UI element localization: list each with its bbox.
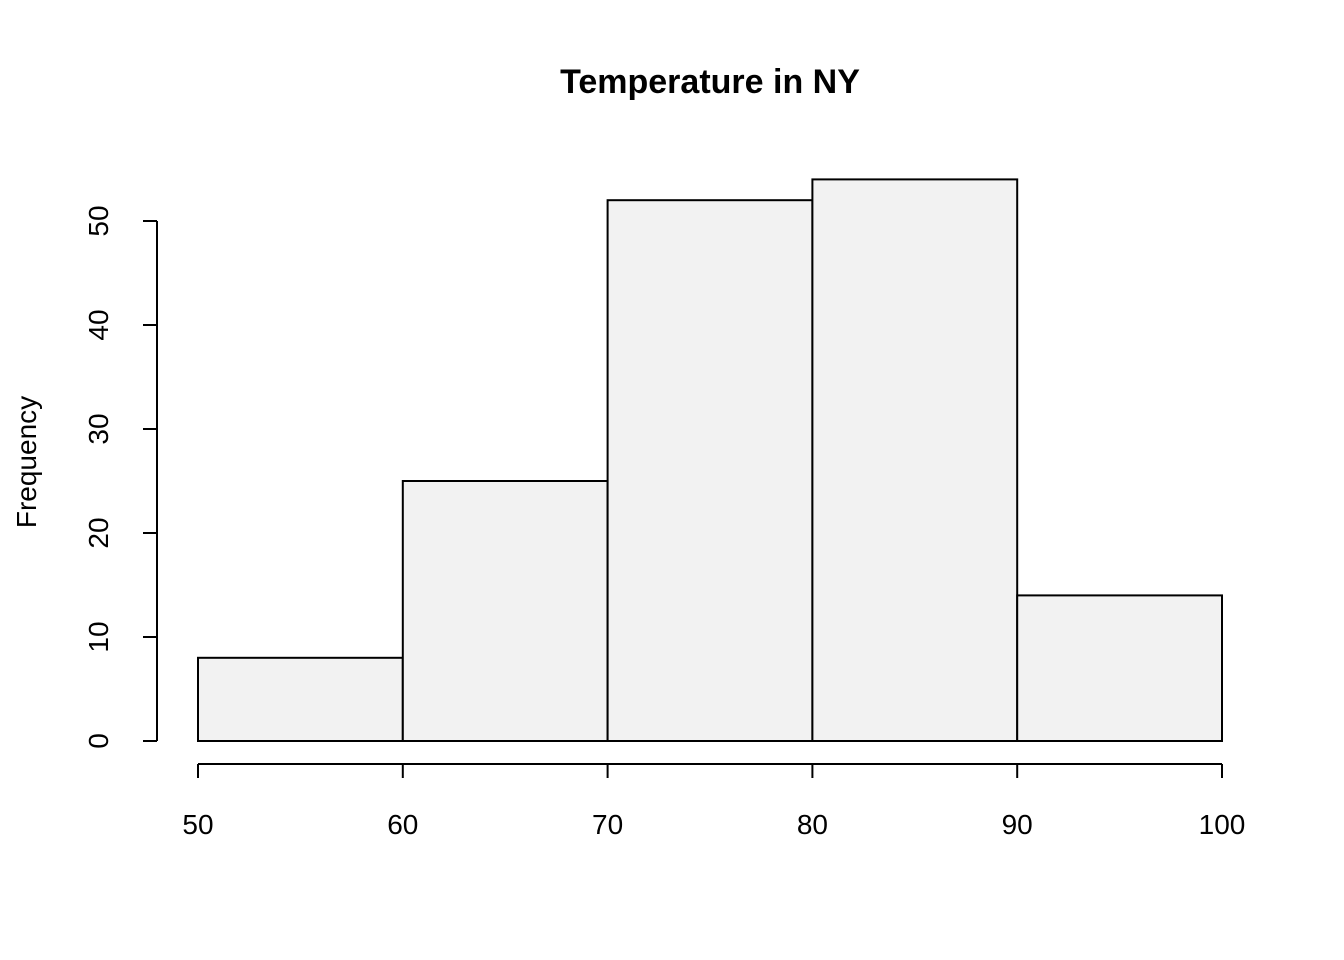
y-tick-label: 30	[83, 413, 114, 444]
histogram-bar-90-100	[1016, 594, 1224, 743]
x-axis: 50 60 70 80 90 100	[182, 763, 1246, 840]
histogram-bar-70-80	[606, 199, 814, 742]
y-axis-label: Frequency	[11, 396, 42, 528]
x-tick-label: 50	[182, 809, 213, 840]
y-axis: 0 10 20 30 40 50	[83, 205, 158, 749]
x-tick-label: 70	[592, 809, 623, 840]
chart-title: Temperature in NY	[560, 63, 860, 101]
y-tick-label: 10	[83, 621, 114, 652]
bars-group	[197, 178, 1224, 743]
y-tick-label: 0	[83, 733, 114, 749]
y-tick-label: 40	[83, 309, 114, 340]
histogram-bar-60-70	[401, 480, 609, 742]
y-tick-label: 50	[83, 205, 114, 236]
x-tick-label: 100	[1199, 809, 1246, 840]
y-tick-label: 20	[83, 517, 114, 548]
x-tick-label: 90	[1002, 809, 1033, 840]
histogram-bar-80-90	[811, 178, 1019, 742]
x-tick-label: 80	[797, 809, 828, 840]
histogram-bar-50-60	[197, 656, 404, 742]
x-tick-label: 60	[387, 809, 418, 840]
